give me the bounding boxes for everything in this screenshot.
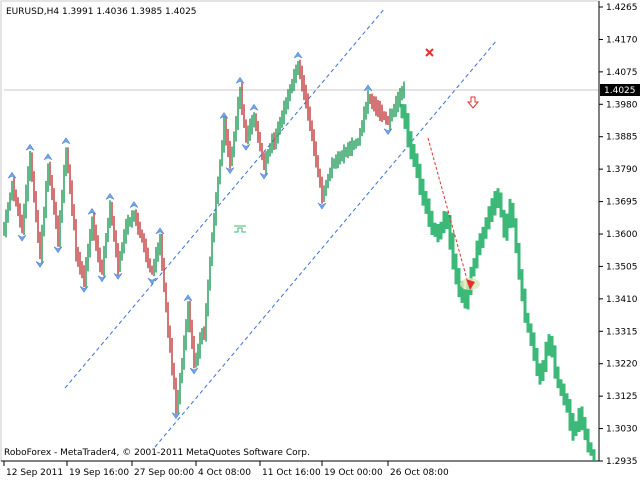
y-tick-label: 1.3600: [606, 230, 638, 240]
channel-upper-line: [64, 7, 386, 389]
y-tick-label: 1.3505: [606, 262, 638, 272]
fractal-up-icon: [43, 153, 53, 161]
x-tick-label: 27 Sep 00:00: [134, 468, 194, 478]
forecast-bars: [400, 103, 596, 461]
history-bars: [3, 59, 405, 414]
fractal-down-icon: [259, 172, 269, 180]
x-tick-label: 11 Oct 16:00: [262, 468, 321, 478]
y-tick-label: 1.3220: [606, 360, 638, 370]
y-tick-label: 1.4265: [606, 3, 638, 13]
y-tick-label: 1.3030: [606, 425, 638, 435]
fractal-down-icon: [241, 143, 251, 151]
fractal-up-icon: [61, 137, 71, 145]
fractal-down-icon: [383, 128, 393, 136]
fractal-down-icon: [53, 246, 63, 254]
annotations: [234, 48, 480, 290]
fractal-up-icon: [155, 227, 165, 235]
fractal-up-icon: [25, 143, 35, 151]
y-tick-label: 1.4075: [606, 68, 638, 78]
y-tick-label: 1.2935: [606, 457, 638, 467]
fractal-down-icon: [147, 277, 157, 285]
fractal-down-icon: [189, 367, 199, 375]
watermark-text: RoboForex - MetaTrader4, © 2001-2011 Met…: [4, 448, 310, 458]
fractal-down-icon: [317, 202, 327, 210]
fractal-up-icon: [87, 207, 97, 216]
channel-lower-line: [154, 39, 498, 448]
target-arrow-icon: [466, 279, 475, 290]
channel-lines: [64, 7, 498, 448]
forecast-target-line: [427, 137, 469, 284]
current-price-box: [600, 84, 640, 96]
cross-marker-icon: [425, 48, 434, 57]
x-tick-label: 19 Oct 00:00: [324, 468, 383, 478]
time-axis: 12 Sep 2011 19 Sep 16:00 27 Sep 00:00 4 Oct…: [3, 461, 449, 478]
x-tick-label: 19 Sep 16:00: [69, 468, 129, 478]
fractal-up-icon: [183, 294, 193, 302]
current-price-marker: 1.4025: [600, 84, 640, 96]
fractal-down-icon: [225, 166, 235, 175]
fractal-down-icon: [171, 412, 181, 420]
x-tick-label: 26 Oct 08:00: [390, 468, 449, 478]
x-tick-label: 12 Sep 2011: [6, 468, 63, 478]
x-tick-label: 4 Oct 08:00: [198, 468, 251, 478]
fractal-down-icon: [35, 260, 45, 268]
fractal-down-icon: [79, 285, 89, 293]
fractal-up-icon: [129, 201, 139, 209]
fractal-up-icon: [293, 51, 303, 59]
y-tick-label: 1.3790: [606, 165, 638, 175]
fractal-up-icon: [235, 76, 245, 84]
fractal-up-icon: [7, 171, 17, 179]
y-tick-label: 1.3125: [606, 392, 638, 402]
y-tick-label: 1.3980: [606, 100, 638, 110]
fractal-up-icon: [219, 111, 229, 120]
y-tick-label: 1.4170: [606, 35, 638, 45]
fractal-down-icon: [17, 234, 27, 242]
price-axis: 1.4265 1.4170 1.4075 1.3980 1.3885 1.3790 1.36…: [599, 3, 638, 467]
fractal-up-icon: [363, 84, 373, 92]
down-arrow-icon: [466, 96, 480, 109]
y-tick-label: 1.3885: [606, 133, 638, 143]
fractal-down-icon: [97, 275, 107, 283]
fractal-arrows: [7, 51, 393, 420]
marker-icon: [234, 225, 246, 233]
fractal-up-icon: [249, 103, 259, 111]
y-tick-label: 1.3315: [606, 327, 638, 337]
fractal-up-icon: [105, 192, 115, 200]
y-tick-label: 1.3410: [606, 295, 638, 305]
y-tick-label: 1.3695: [606, 198, 638, 208]
fractal-down-icon: [113, 272, 123, 280]
chart-title: EURUSD,H4 1.3991 1.4036 1.3985 1.4025: [6, 7, 197, 17]
current-price-label: 1.4025: [604, 86, 636, 96]
